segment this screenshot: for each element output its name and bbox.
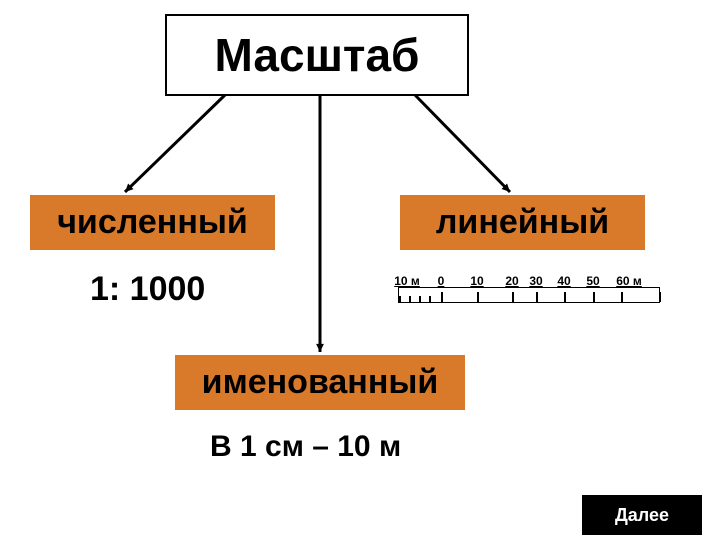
scale-start-label: 10 м: [394, 274, 420, 288]
scale-tick-label: 60 м: [616, 274, 642, 288]
numeric-example: 1: 1000: [90, 270, 205, 309]
scale-tick-label: 50: [586, 274, 599, 288]
node-numeric-label: численный: [57, 203, 248, 242]
node-linear: линейный: [400, 195, 645, 250]
scale-tick-label: 30: [529, 274, 542, 288]
scale-tick-label: 20: [505, 274, 518, 288]
linear-scale: 10 м0102030405060 м: [398, 287, 660, 303]
node-named: именованный: [175, 355, 465, 410]
scale-tick-label: 10: [470, 274, 483, 288]
node-numeric: численный: [30, 195, 275, 250]
node-named-label: именованный: [202, 363, 439, 402]
next-button[interactable]: Далее: [582, 495, 702, 535]
named-example: В 1 см – 10 м: [210, 430, 401, 464]
node-linear-label: линейный: [436, 203, 609, 242]
scale-tick-label: 0: [438, 274, 445, 288]
scale-tick-label: 40: [557, 274, 570, 288]
next-button-label: Далее: [615, 505, 669, 526]
